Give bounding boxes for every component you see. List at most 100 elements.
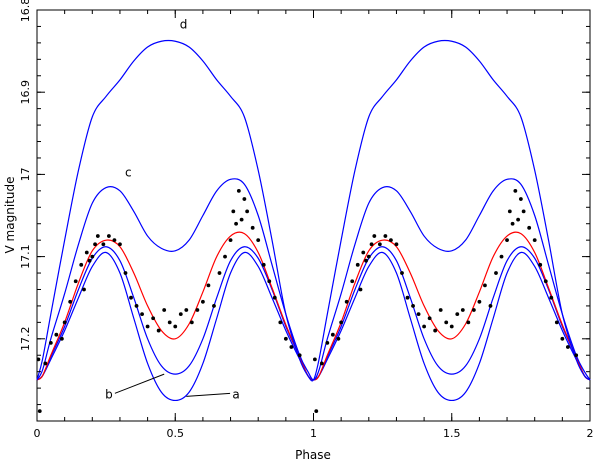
- data-point: [82, 287, 86, 292]
- data-point: [272, 295, 277, 300]
- x-tick-label: 1.5: [443, 427, 461, 440]
- data-point: [112, 238, 117, 243]
- data-point: [129, 295, 133, 300]
- data-point: [37, 409, 42, 414]
- data-point: [48, 341, 53, 345]
- data-point: [242, 197, 247, 201]
- data-point: [145, 324, 150, 329]
- data-point: [173, 324, 178, 329]
- data-point: [234, 221, 238, 226]
- y-axis-title: V magnitude: [3, 177, 17, 254]
- data-point: [394, 242, 399, 247]
- data-point: [422, 324, 426, 329]
- data-point: [62, 320, 67, 325]
- data-point: [118, 242, 122, 247]
- data-point: [84, 250, 89, 255]
- data-point: [134, 304, 139, 308]
- data-point: [389, 238, 393, 243]
- data-point: [488, 304, 493, 308]
- data-point: [460, 308, 465, 312]
- data-point: [223, 254, 227, 259]
- data-point: [189, 320, 194, 325]
- x-axis-title: Phase: [295, 448, 331, 462]
- data-point: [574, 353, 579, 358]
- data-point: [250, 225, 255, 230]
- data-point: [123, 271, 128, 275]
- data-point: [369, 242, 374, 247]
- data-point: [178, 312, 183, 317]
- data-point: [101, 242, 106, 247]
- data-point: [543, 279, 548, 284]
- axis-ticks: 0 0.5 1 1.5 2 16.8 16.9 17 17.1 17.2: [19, 0, 594, 440]
- data-point: [521, 209, 526, 214]
- data-point: [330, 332, 335, 337]
- data-point: [377, 242, 382, 247]
- data-point: [344, 299, 349, 304]
- data-point: [43, 361, 48, 366]
- data-point: [156, 328, 161, 333]
- data-point: [236, 188, 241, 193]
- x-tick-label: 2: [587, 427, 594, 440]
- data-point: [312, 357, 317, 362]
- data-point: [336, 336, 341, 341]
- data-point: [245, 209, 250, 214]
- data-point: [366, 254, 371, 259]
- data-point: [433, 328, 438, 333]
- data-point: [560, 336, 565, 341]
- data-point: [267, 279, 272, 284]
- data-point: [93, 242, 97, 247]
- data-point: [361, 250, 366, 255]
- data-point: [411, 304, 415, 308]
- series-line-c: [36, 178, 591, 381]
- data-point: [36, 357, 41, 362]
- data-point: [449, 324, 454, 329]
- data-point: [261, 262, 266, 267]
- data-point: [358, 287, 363, 292]
- data-point: [527, 225, 532, 230]
- data-point: [212, 304, 216, 308]
- series-line-d: [36, 39, 591, 382]
- data-point: [471, 308, 476, 312]
- curve-annotations: a b c d: [105, 17, 240, 401]
- annotation-label-c: c: [125, 165, 132, 179]
- data-point: [278, 320, 283, 325]
- data-point: [355, 262, 360, 267]
- data-point: [283, 336, 288, 341]
- data-point: [565, 345, 570, 349]
- data-point: [516, 217, 521, 222]
- data-point: [455, 312, 460, 317]
- annotation-leader-a: [186, 392, 231, 397]
- annotation-label-b: b: [105, 387, 113, 401]
- data-point: [319, 361, 324, 366]
- data-point: [416, 312, 421, 317]
- data-point: [184, 308, 189, 312]
- x-tick-label: 0.5: [167, 427, 185, 440]
- data-point: [364, 258, 368, 263]
- data-point: [297, 353, 302, 358]
- data-point: [325, 341, 330, 345]
- data-point: [499, 254, 504, 259]
- data-point: [513, 188, 518, 193]
- data-point: [314, 409, 319, 414]
- data-point: [483, 283, 487, 288]
- data-point: [256, 238, 261, 243]
- data-point: [350, 279, 355, 284]
- data-point: [79, 262, 84, 267]
- series-line-fit-2: [36, 231, 591, 381]
- data-point: [87, 258, 92, 263]
- data-point: [477, 299, 482, 304]
- data-point: [400, 271, 404, 275]
- observed-points: [36, 188, 579, 414]
- data-point: [510, 221, 515, 226]
- y-tick-label: 16.9: [19, 80, 32, 105]
- data-point: [372, 234, 377, 238]
- data-point: [90, 254, 95, 259]
- data-point: [68, 299, 73, 304]
- data-point: [54, 332, 59, 337]
- data-point: [532, 238, 537, 243]
- y-tick-label: 17: [19, 167, 32, 181]
- model-curves: [36, 39, 591, 402]
- data-point: [538, 262, 543, 267]
- annotation-label-d: d: [180, 17, 188, 31]
